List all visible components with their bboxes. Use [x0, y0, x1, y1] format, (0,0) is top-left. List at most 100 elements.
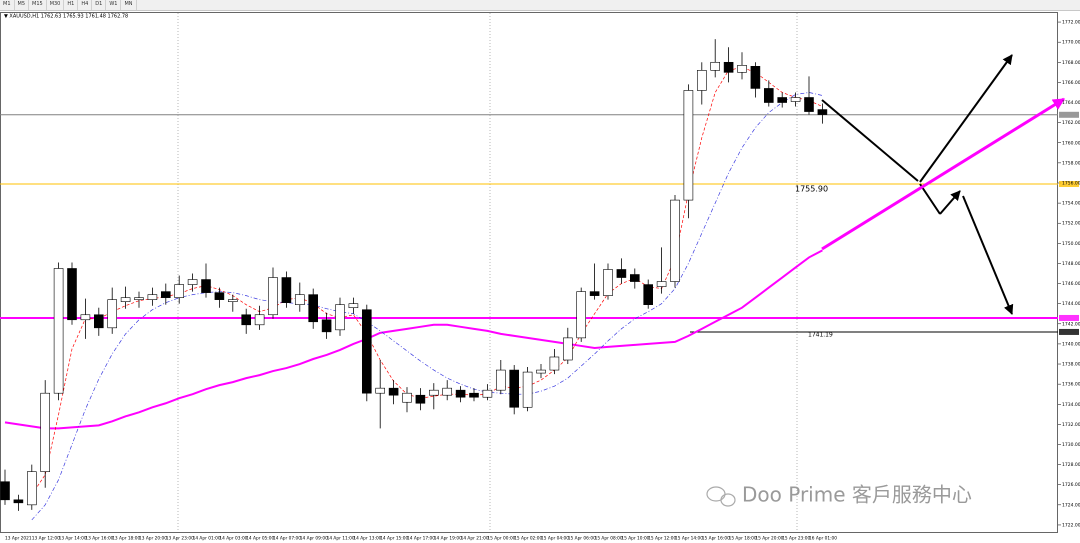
- timeframe-button[interactable]: H1: [64, 0, 79, 10]
- y-tick-label: 1770.00: [1062, 40, 1080, 46]
- candle-body: [241, 314, 251, 326]
- y-tick-label: 1764.00: [1062, 100, 1080, 106]
- x-tick-label: 14 Apr 21:00: [461, 536, 489, 542]
- candle-body: [683, 90, 694, 201]
- candle-body: [509, 369, 520, 408]
- x-tick-label: 15 Apr 18:00: [729, 536, 757, 542]
- candle-body: [321, 319, 332, 333]
- candle-body: [777, 97, 788, 103]
- candle-body: [187, 279, 198, 285]
- y-tick-label: 1752.00: [1062, 221, 1080, 227]
- candle-body: [228, 299, 238, 302]
- y-tick-label: 1738.00: [1062, 362, 1080, 368]
- x-tick-label: 14 Apr 07:00: [273, 536, 301, 542]
- candle-body: [281, 277, 292, 303]
- candle-body: [375, 387, 386, 394]
- watermark-text: Doo Prime 客戶服務中心: [742, 483, 972, 507]
- timeframe-button[interactable]: H4: [78, 0, 93, 10]
- symbol-label: ▼ XAUUSD,H1 1762.63 1765.93 1761.48 1762…: [4, 14, 128, 20]
- level-label: 1755.90: [795, 184, 828, 193]
- timeframe-button[interactable]: D1: [92, 0, 107, 10]
- x-tick-label: 15 Apr 14:00: [675, 536, 703, 542]
- arrow: [939, 190, 961, 215]
- y-tick-label: 1744.00: [1062, 301, 1080, 307]
- candle-body: [763, 88, 774, 103]
- arrow: [821, 99, 919, 182]
- candle-body: [616, 269, 627, 278]
- axis-level-tag: [1059, 328, 1079, 335]
- timeframe-button[interactable]: M15: [29, 0, 47, 10]
- x-tick-label: 15 Apr 20:00: [755, 536, 783, 542]
- timeframe-button[interactable]: M30: [47, 0, 65, 10]
- candle-body: [13, 499, 24, 504]
- x-tick-label: 15 Apr 02:00: [514, 536, 542, 542]
- candle-body: [214, 292, 225, 300]
- wechat-icon: [720, 493, 736, 507]
- x-tick-label: 13 Apr 18:00: [112, 536, 140, 542]
- candle-body: [94, 314, 104, 329]
- candle-body: [643, 284, 654, 305]
- timeframe-button[interactable]: MN: [121, 0, 137, 10]
- day-separators: [177, 13, 798, 532]
- x-tick-label: 15 Apr 23:00: [782, 536, 810, 542]
- x-tick-label: 13 Apr 23:00: [166, 536, 194, 542]
- y-tick-label: 1726.00: [1062, 482, 1080, 488]
- axis-level-tag: [1059, 111, 1079, 118]
- x-tick-label: 15 Apr 16:00: [702, 536, 730, 542]
- candle-body: [589, 291, 600, 296]
- candle-body: [455, 389, 466, 398]
- y-tick-label: 1748.00: [1062, 261, 1080, 267]
- candle-body: [308, 294, 319, 323]
- timeframe-button[interactable]: M5: [15, 0, 29, 10]
- x-tick-label: 13 Apr 12:00: [32, 536, 60, 542]
- x-tick-label: 15 Apr 12:00: [648, 536, 676, 542]
- candle-body: [26, 471, 37, 506]
- candle-body: [161, 291, 171, 298]
- candle-body: [174, 284, 184, 298]
- candle-body: [696, 70, 707, 91]
- candle-body: [40, 392, 51, 472]
- x-tick-label: 13 Apr 2021: [5, 536, 32, 542]
- y-tick-label: 1768.00: [1062, 60, 1080, 66]
- y-tick-label: 1730.00: [1062, 442, 1080, 448]
- x-tick-label: 15 Apr 10:00: [621, 536, 649, 542]
- y-tick-label: 1746.00: [1062, 281, 1080, 287]
- candle-body: [120, 297, 131, 302]
- x-tick-label: 14 Apr 19:00: [434, 536, 462, 542]
- arrow: [919, 54, 1013, 183]
- candle-body: [549, 356, 560, 371]
- x-tick-label: 15 Apr 00:00: [487, 536, 515, 542]
- timeframe-button[interactable]: M1: [0, 0, 15, 10]
- candle-body: [134, 297, 144, 300]
- candle-body: [415, 394, 426, 404]
- candle-body: [53, 268, 64, 394]
- x-tick-label: 14 Apr 03:00: [219, 536, 247, 542]
- x-tick-label: 15 Apr 08:00: [595, 536, 623, 542]
- axis-level-tag: [1059, 180, 1079, 187]
- x-tick-label: 14 Apr 17:00: [407, 536, 435, 542]
- candle-body: [536, 369, 546, 374]
- x-tick-label: 14 Apr 11:00: [327, 536, 355, 542]
- candle-body: [562, 337, 573, 361]
- timeframe-button[interactable]: W1: [106, 0, 122, 10]
- x-tick-label: 14 Apr 15:00: [380, 536, 408, 542]
- candle-body: [201, 279, 211, 293]
- y-tick-label: 1762.00: [1062, 120, 1080, 126]
- axis-level-tag: [1059, 314, 1079, 321]
- y-tick-label: 1736.00: [1062, 382, 1080, 388]
- candle-body: [750, 66, 761, 89]
- y-tick-label: 1722.00: [1062, 522, 1080, 528]
- y-tick-label: 1766.00: [1062, 80, 1080, 86]
- candle-body: [361, 309, 372, 394]
- candle-body: [737, 65, 747, 73]
- wechat-icon: [706, 486, 726, 502]
- candle-body: [576, 291, 587, 339]
- candle-body: [428, 389, 439, 396]
- candle-body: [670, 199, 680, 282]
- moving-average: [31, 66, 823, 495]
- x-tick-label: 15 Apr 06:00: [568, 536, 596, 542]
- watermark: Doo Prime 客戶服務中心: [706, 483, 972, 507]
- x-tick-label: 14 Apr 05:00: [246, 536, 274, 542]
- candle-body: [603, 269, 613, 296]
